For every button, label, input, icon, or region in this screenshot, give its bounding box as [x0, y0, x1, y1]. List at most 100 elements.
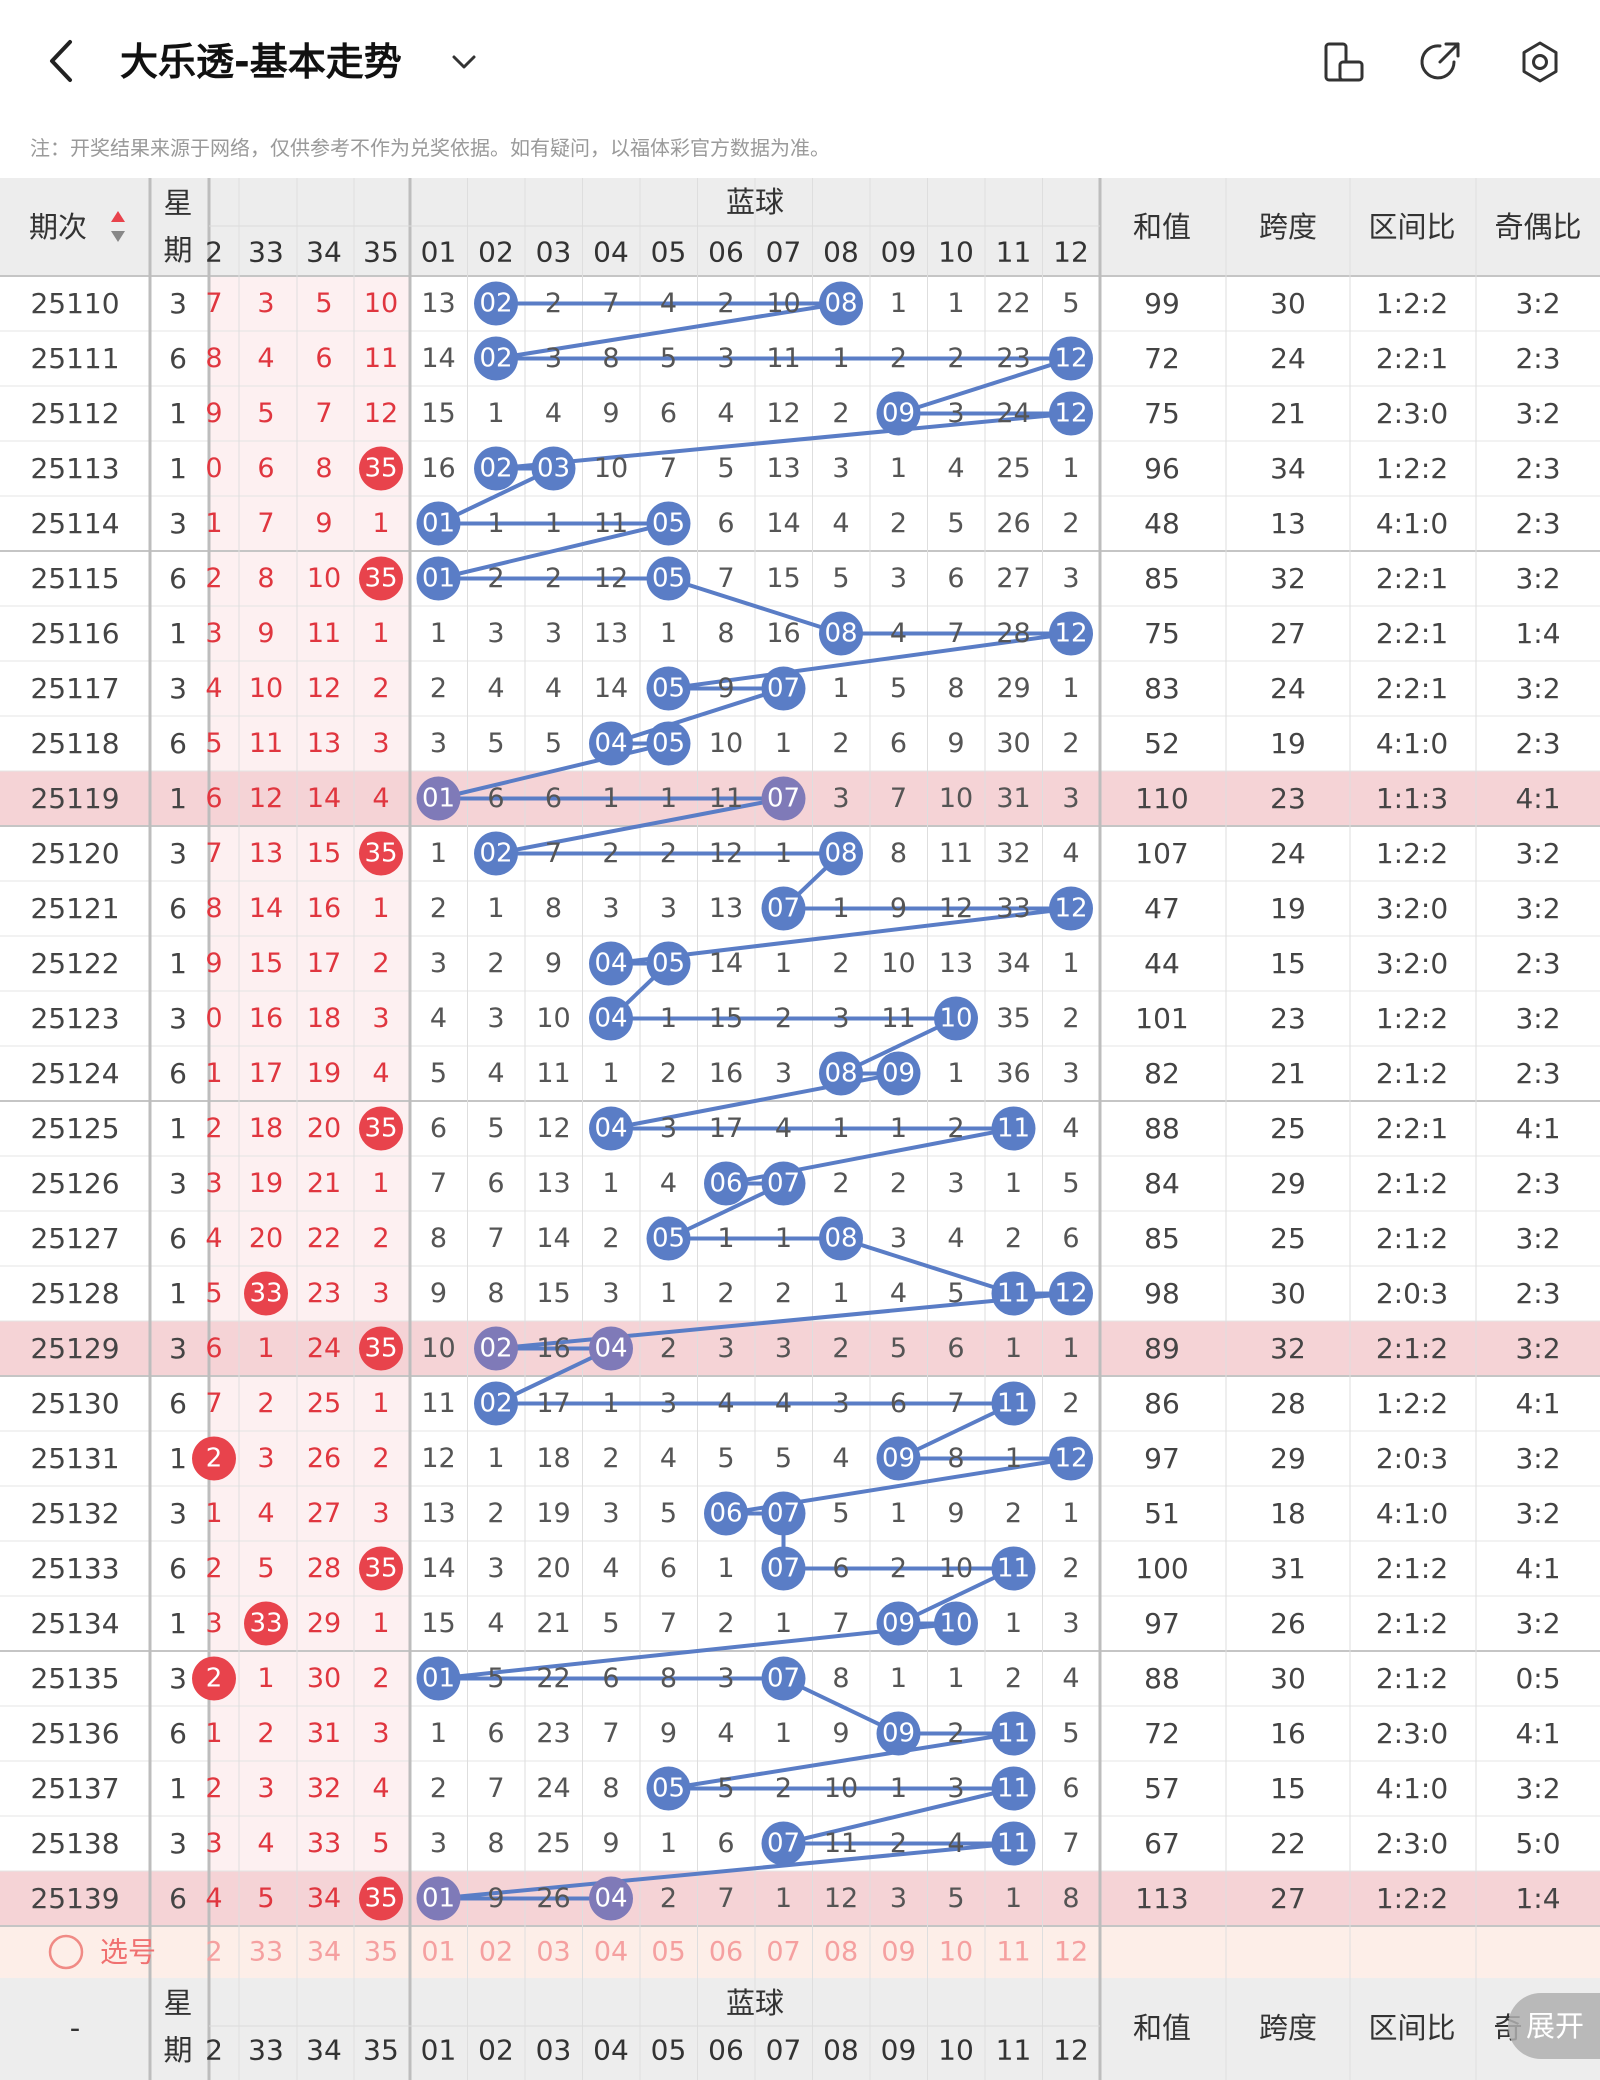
select-blue-12[interactable]: 12 — [1054, 1937, 1088, 1968]
red-ball-number: 35 — [364, 1114, 397, 1144]
sort-icon[interactable] — [111, 211, 125, 242]
col-week-label-2: 期 — [163, 233, 192, 267]
odd-even-cell: 2:3 — [1515, 1277, 1560, 1310]
span-cell: 32 — [1270, 1332, 1306, 1365]
select-blue-08[interactable]: 08 — [824, 1937, 858, 1968]
blue-miss-cell: 3 — [545, 618, 562, 649]
select-blue-02[interactable]: 02 — [479, 1937, 513, 1968]
notice-text: 注：开奖结果来源于网络，仅供参考不作为兑奖依据。如有疑问，以福体彩官方数据为准。 — [30, 136, 830, 160]
number-selector[interactable]: 选号 2 33 34 35 01 02 03 04 05 06 07 08 09 10 11 12 — [48, 1934, 1088, 1970]
select-blue-04[interactable]: 04 — [594, 1937, 628, 1968]
blue-header-06: 06 — [708, 236, 744, 269]
select-blue-07[interactable]: 07 — [766, 1937, 800, 1968]
red-miss-cell: 0 — [205, 1003, 222, 1034]
blue-ball-number: 07 — [767, 1499, 800, 1529]
phone-rotate-icon[interactable] — [1320, 38, 1368, 86]
blue-miss-cell: 13 — [939, 948, 973, 979]
select-label[interactable]: 选号 — [100, 1936, 156, 1969]
blue-miss-cell: 3 — [832, 1388, 849, 1419]
blue-miss-cell: 33 — [996, 893, 1030, 924]
blue-ball-number: 07 — [767, 1169, 800, 1199]
blue-miss-cell: 22 — [996, 288, 1030, 319]
settings-icon[interactable] — [1516, 38, 1564, 86]
select-blue-06[interactable]: 06 — [709, 1937, 743, 1968]
table-row: 25136 6 1 2 31 3 1 6 23 7 9 4 1 9 09 2 11 5 72 16 2:3:0 4:1 — [30, 1711, 1561, 1756]
blue-miss-cell: 17 — [536, 1388, 570, 1419]
red-ball — [359, 1106, 403, 1151]
select-red-33[interactable]: 33 — [249, 1937, 283, 1968]
weekday-cell: 3 — [169, 1332, 187, 1365]
share-icon[interactable] — [1416, 38, 1464, 86]
select-red-34[interactable]: 34 — [307, 1937, 341, 1968]
footer-red-header: 35 — [363, 2034, 399, 2067]
span-cell: 26 — [1270, 1607, 1306, 1640]
issue-number: 25126 — [30, 1167, 119, 1200]
weekday-cell: 6 — [169, 562, 187, 595]
red-ball — [359, 1326, 403, 1371]
blue-miss-cell: 2 — [890, 508, 907, 539]
blue-miss-cell: 2 — [947, 1113, 964, 1144]
select-blue-10[interactable]: 10 — [939, 1937, 973, 1968]
issue-number: 25128 — [30, 1277, 119, 1310]
blue-ball-number: 02 — [479, 1334, 512, 1364]
sum-cell: 101 — [1135, 1002, 1188, 1035]
col-issue-label[interactable]: 期次 — [29, 210, 87, 244]
select-blue-03[interactable]: 03 — [536, 1937, 570, 1968]
weekday-cell: 6 — [169, 1222, 187, 1255]
page-title[interactable]: 大乐透-基本走势 — [120, 40, 402, 84]
blue-miss-cell: 9 — [487, 1883, 504, 1914]
chevron-left-icon[interactable] — [40, 38, 86, 84]
sum-cell: 96 — [1144, 452, 1180, 485]
blue-miss-cell: 8 — [890, 838, 907, 869]
red-miss-cell: 1 — [205, 508, 222, 539]
red-ball — [244, 1601, 288, 1646]
table-header: 期次 星期 蓝球 2 33 34 35 01 02 03 04 05 06 07 08 09 10 11 12 和值 跨… — [29, 185, 1582, 269]
blue-miss-cell: 8 — [602, 343, 619, 374]
zone-ratio-cell: 2:2:1 — [1376, 342, 1448, 375]
issue-number: 25111 — [30, 342, 119, 375]
blue-ball — [1049, 1271, 1093, 1316]
blue-ball — [416, 776, 461, 821]
span-cell: 15 — [1270, 1772, 1306, 1805]
blue-miss-cell: 7 — [717, 1883, 734, 1914]
red-ball — [359, 446, 403, 491]
red-miss-cell: 24 — [307, 1333, 341, 1364]
select-blue-01[interactable]: 01 — [421, 1937, 455, 1968]
blue-ball-number: 08 — [824, 839, 857, 869]
blue-ball — [761, 666, 806, 711]
blue-miss-cell: 4 — [487, 1058, 504, 1089]
blue-ball-number: 11 — [997, 1389, 1030, 1419]
blue-miss-cell: 5 — [660, 343, 677, 374]
odd-even-cell: 2:3 — [1515, 1057, 1560, 1090]
blue-miss-cell: 5 — [430, 1058, 447, 1089]
blue-ball-number: 12 — [1054, 399, 1087, 429]
blue-miss-cell: 1 — [775, 728, 792, 759]
zone-ratio-cell: 2:1:2 — [1376, 1222, 1448, 1255]
select-blue-09[interactable]: 09 — [881, 1937, 915, 1968]
span-cell: 16 — [1270, 1717, 1306, 1750]
chevron-down-icon[interactable] — [450, 48, 478, 76]
red-miss-cell: 18 — [249, 1113, 283, 1144]
blue-miss-cell: 5 — [717, 1443, 734, 1474]
span-cell: 28 — [1270, 1387, 1306, 1420]
select-red-2[interactable]: 2 — [205, 1937, 222, 1968]
expand-button[interactable]: 展开 — [1508, 1993, 1600, 2059]
blue-miss-cell: 8 — [602, 1773, 619, 1804]
blue-miss-cell: 1 — [832, 673, 849, 704]
table-row: 25118 6 5 11 13 3 3 5 5 04 05 10 1 2 6 9 30 2 52 19 4:1:0 2:3 — [30, 721, 1561, 766]
red-miss-cell: 23 — [307, 1278, 341, 1309]
odd-even-cell: 2:3 — [1515, 507, 1560, 540]
blue-miss-cell: 7 — [947, 618, 964, 649]
select-blue-05[interactable]: 05 — [651, 1937, 685, 1968]
blue-miss-cell: 1 — [1005, 1333, 1022, 1364]
red-miss-cell: 3 — [372, 1498, 389, 1529]
red-miss-cell: 32 — [307, 1773, 341, 1804]
blue-ball-number: 05 — [652, 1774, 685, 1804]
blue-miss-cell: 7 — [832, 1608, 849, 1639]
select-radio-icon[interactable] — [48, 1934, 84, 1970]
blue-miss-cell: 13 — [536, 1168, 570, 1199]
select-blue-11[interactable]: 11 — [996, 1937, 1030, 1968]
select-red-35[interactable]: 35 — [364, 1937, 398, 1968]
col-zone-label: 区间比 — [1368, 210, 1455, 244]
